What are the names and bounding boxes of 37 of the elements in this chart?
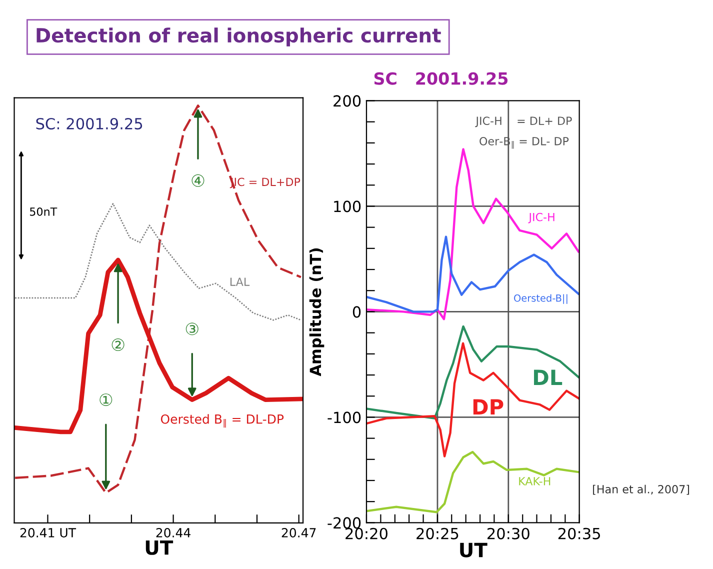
line-series — [366, 342, 580, 458]
annotation: 50nT — [30, 207, 58, 216]
series-label: DP — [473, 399, 504, 414]
series-label: DL — [534, 370, 562, 385]
series-label: LAL — [230, 278, 250, 286]
y-tick-label: -200 — [328, 517, 361, 529]
chart-title: Detection of real ionospheric current — [36, 28, 441, 46]
y-tick-label: 0 — [352, 306, 361, 318]
x-tick-label: 20.44 — [156, 528, 190, 538]
line-series — [366, 236, 580, 313]
series-label: JIC-H — [528, 212, 554, 224]
annotation: ④ — [192, 174, 204, 187]
x-tick-label: 20:20 — [346, 528, 388, 540]
line-series — [366, 450, 580, 514]
text: [Han et al., 2007] — [593, 484, 690, 495]
annotation: SC: 2001.9.25 — [36, 118, 142, 130]
chart-title: SC 2001.9.25 — [374, 72, 508, 85]
y-tick-label: 100 — [334, 200, 361, 212]
x-tick-label: 20.47 — [282, 528, 316, 538]
x-tick-label: 20:30 — [488, 528, 530, 540]
line-series — [366, 325, 580, 420]
y-tick-label: 200 — [334, 95, 361, 107]
annotation: ① — [100, 393, 112, 406]
x-tick-label: 20.41 UT — [20, 528, 76, 538]
series-label: Oersted B$_{∥}$ = DL-DP — [160, 414, 284, 428]
annotation: ③ — [186, 322, 198, 336]
series-label: Oersted-B|| — [514, 294, 568, 304]
annotation: ② — [112, 338, 124, 351]
y-axis-title: Amplitude (nT) — [309, 248, 324, 376]
x-tick-label: 20:25 — [416, 528, 458, 540]
annotation: JIC-H = DL+ DP — [475, 116, 572, 128]
y-tick-label: -100 — [328, 412, 361, 424]
series-label: KAK-H — [519, 477, 550, 486]
x-axis-title: UT — [460, 542, 488, 558]
x-axis-title: UT — [146, 540, 174, 555]
x-tick-label: 20:35 — [558, 528, 600, 540]
line-series — [366, 148, 580, 320]
